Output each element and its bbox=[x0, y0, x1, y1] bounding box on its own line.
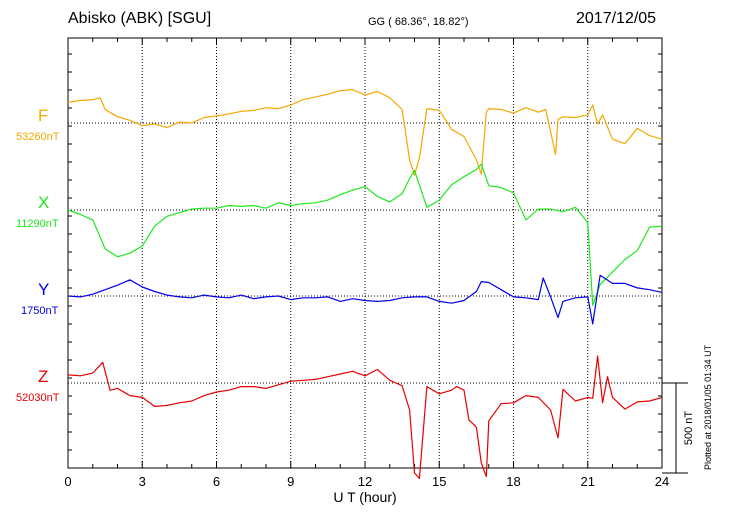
x-tick-label: 18 bbox=[506, 474, 520, 489]
series-line-y bbox=[67, 274, 663, 325]
x-tick-label: 15 bbox=[432, 474, 446, 489]
scale-bar-label: 500 nT bbox=[683, 411, 695, 446]
series-baseline-f: 53260nT bbox=[16, 131, 60, 143]
series-label-x: X bbox=[38, 193, 50, 212]
series-baseline-x: 11290nT bbox=[16, 218, 59, 230]
series-label-y: Y bbox=[38, 280, 50, 299]
plot-frame bbox=[67, 37, 663, 469]
x-tick-label: 0 bbox=[64, 474, 71, 489]
x-axis-label: U T (hour) bbox=[333, 489, 396, 505]
series-line-z bbox=[67, 355, 663, 479]
x-tick-label: 12 bbox=[358, 474, 372, 489]
x-tick-label: 9 bbox=[287, 474, 294, 489]
x-tick-label: 24 bbox=[655, 474, 669, 489]
plot-date: 2017/12/05 bbox=[576, 10, 657, 27]
x-tick-label: 6 bbox=[213, 474, 220, 489]
x-tick-label: 21 bbox=[581, 474, 595, 489]
geographic-coordinates: GG ( 68.36°, 18.82°) bbox=[368, 16, 469, 28]
series-label-f: F bbox=[38, 106, 49, 125]
series-line-f bbox=[67, 89, 663, 176]
series-label-z: Z bbox=[38, 367, 49, 386]
series-baseline-y: 1750nT bbox=[21, 305, 59, 317]
x-tick-label: 3 bbox=[139, 474, 146, 489]
series-baseline-z: 52030nT bbox=[16, 392, 60, 404]
station-title: Abisko (ABK) [SGU] bbox=[68, 10, 212, 27]
series-line-x bbox=[67, 163, 663, 306]
